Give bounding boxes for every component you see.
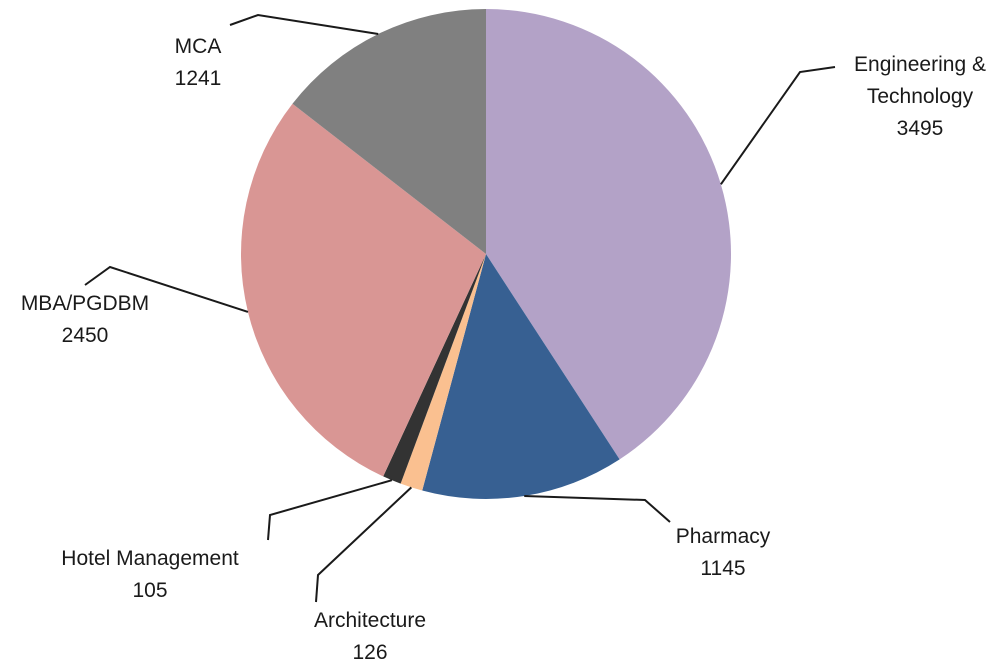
category-label: Pharmacy [675, 525, 771, 548]
leader-line [267, 479, 393, 541]
slice-label: MBA/PGDBM 2450 [0, 288, 170, 352]
leader-line [315, 486, 413, 603]
leader-line [84, 265, 249, 313]
value-label: 1241 [174, 67, 222, 90]
pie-slice [400, 254, 486, 491]
category-label: MBA/PGDBM [20, 292, 150, 315]
category-label: MCA [174, 35, 222, 58]
value-label: 105 [132, 579, 168, 602]
value-label: 3495 [896, 117, 944, 140]
leader-line [229, 13, 379, 35]
pie-slice [292, 9, 486, 254]
pie-slice [383, 254, 486, 484]
category-label: Engineering & Technology [854, 53, 986, 108]
leader-line [524, 494, 671, 523]
value-label: 126 [352, 641, 388, 664]
slice-label: Engineering & Technology 3495 [835, 49, 1005, 145]
value-label: 1145 [700, 557, 746, 580]
value-label: 2450 [61, 324, 109, 347]
leader-line [720, 66, 836, 185]
category-label: Architecture [313, 609, 427, 632]
pie-slice [486, 9, 731, 460]
slice-label: Hotel Management 105 [30, 543, 270, 607]
slice-label: MCA 1241 [138, 31, 258, 95]
pie-slice [241, 103, 486, 477]
slice-label: Architecture 126 [290, 605, 450, 669]
pie-slice [422, 254, 620, 499]
category-label: Hotel Management [61, 547, 239, 570]
slice-label: Pharmacy 1145 [643, 521, 803, 585]
